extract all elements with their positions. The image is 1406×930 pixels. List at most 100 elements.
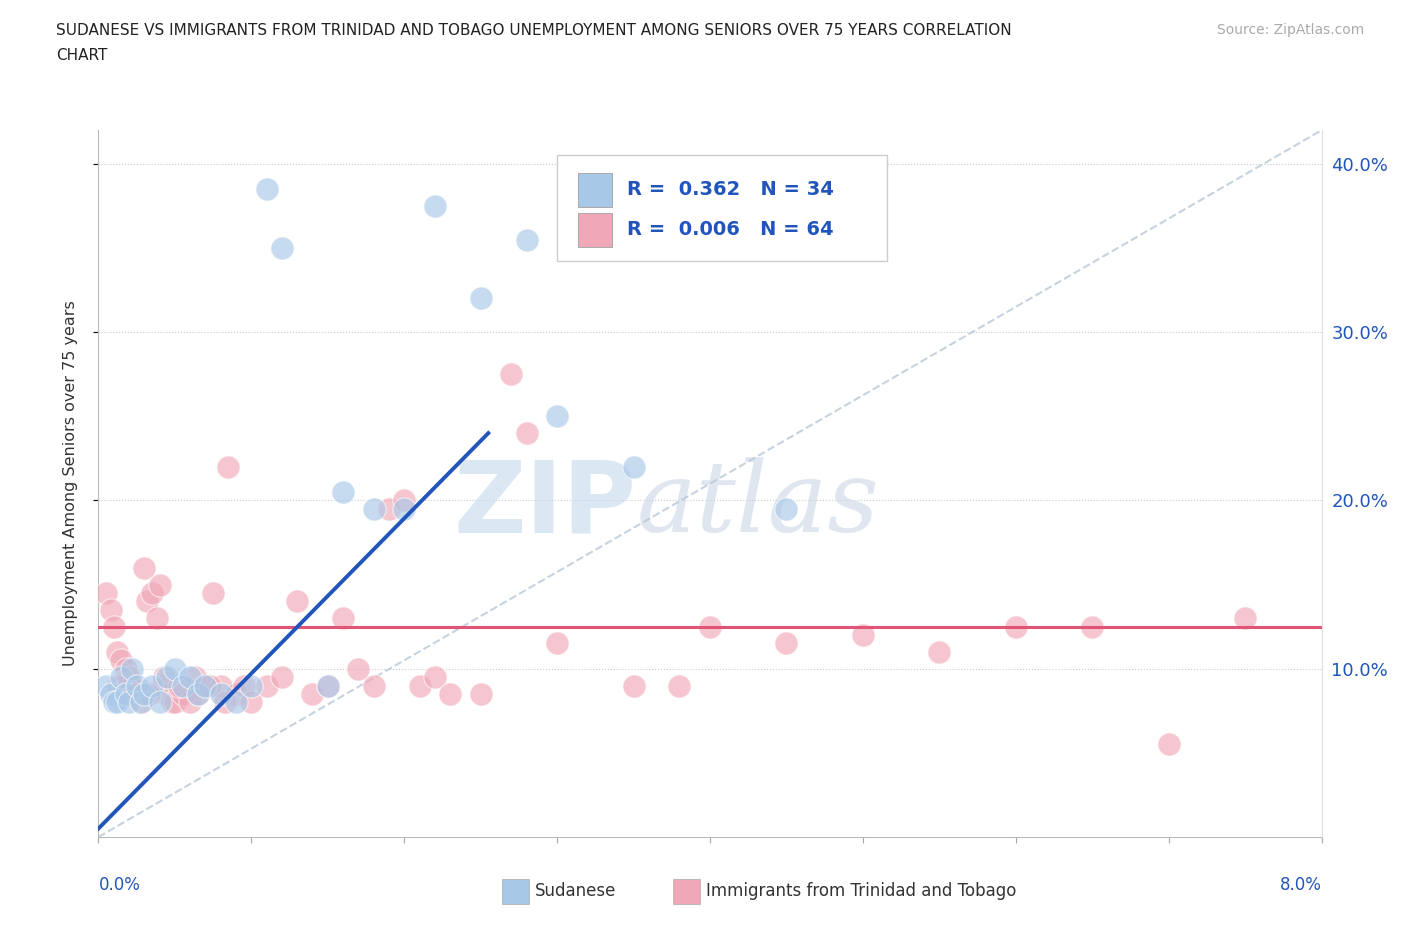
Point [194,678,217,693]
Point [169,678,191,693]
Point [152,678,174,693]
Point [136,594,159,609]
Point [439,686,461,701]
Point [202,586,225,601]
Point [423,198,446,213]
Point [775,636,797,651]
Point [129,695,152,710]
Point [129,695,152,710]
Point [198,678,221,693]
Point [240,695,263,710]
Point [105,644,128,659]
Point [125,678,148,693]
Point [270,241,294,256]
Point [363,678,385,693]
FancyBboxPatch shape [578,213,612,246]
Point [149,578,172,592]
Point [138,686,160,701]
FancyBboxPatch shape [578,173,612,206]
Text: atlas: atlas [637,458,879,552]
Point [1157,737,1180,751]
Point [217,459,239,474]
Point [105,695,128,710]
Text: Immigrants from Trinidad and Tobago: Immigrants from Trinidad and Tobago [706,883,1017,900]
Point [363,501,385,516]
Point [408,678,430,693]
Point [107,678,129,693]
Point [501,366,523,381]
Text: R =  0.362   N = 34: R = 0.362 N = 34 [627,180,834,199]
Point [103,619,125,634]
Point [145,611,167,626]
Point [134,686,156,701]
Point [316,678,339,693]
Point [515,426,537,441]
Point [285,594,308,609]
Text: 0.0%: 0.0% [98,876,141,894]
Point [301,686,323,701]
Text: SUDANESE VS IMMIGRANTS FROM TRINIDAD AND TOBAGO UNEMPLOYMENT AMONG SENIORS OVER : SUDANESE VS IMMIGRANTS FROM TRINIDAD AND… [56,23,1012,38]
Point [141,586,163,601]
Point [122,686,145,701]
Point [94,678,117,693]
Point [141,678,163,693]
Point [160,695,183,710]
Point [184,670,207,684]
Point [118,695,141,710]
Point [225,695,247,710]
Point [110,653,132,668]
Point [699,619,721,634]
FancyBboxPatch shape [502,880,529,904]
Point [187,686,209,701]
Point [225,686,247,701]
Point [256,678,278,693]
Point [347,661,370,676]
Point [1234,611,1257,626]
Y-axis label: Unemployment Among Seniors over 75 years: Unemployment Among Seniors over 75 years [63,300,77,667]
Point [172,686,194,701]
Point [546,636,568,651]
Point [149,695,172,710]
Point [156,686,179,701]
Point [546,409,568,424]
Text: Sudanese: Sudanese [536,883,616,900]
Point [121,661,143,676]
Point [163,661,186,676]
Point [392,493,416,508]
Point [100,603,122,618]
Point [172,678,194,693]
Point [214,695,236,710]
Point [100,686,122,701]
Point [1081,619,1104,634]
Point [94,586,117,601]
Text: 8.0%: 8.0% [1279,876,1322,894]
Point [125,686,148,701]
Point [179,695,201,710]
Point [332,485,354,499]
Point [623,678,645,693]
Point [668,678,690,693]
Point [240,678,263,693]
Text: R =  0.006   N = 64: R = 0.006 N = 64 [627,220,834,239]
Point [232,678,254,693]
Point [110,670,132,684]
Text: Source: ZipAtlas.com: Source: ZipAtlas.com [1216,23,1364,37]
Point [623,459,645,474]
Point [378,501,401,516]
Point [392,501,416,516]
Point [115,686,138,701]
Point [852,628,875,643]
Point [163,695,186,710]
Point [928,644,950,659]
Point [423,670,446,684]
Point [1004,619,1026,634]
Point [316,678,339,693]
Point [209,678,232,693]
Point [470,686,492,701]
Point [179,670,201,684]
Point [121,678,143,693]
Point [256,181,278,196]
FancyBboxPatch shape [673,880,700,904]
Point [194,678,217,693]
Point [270,670,294,684]
